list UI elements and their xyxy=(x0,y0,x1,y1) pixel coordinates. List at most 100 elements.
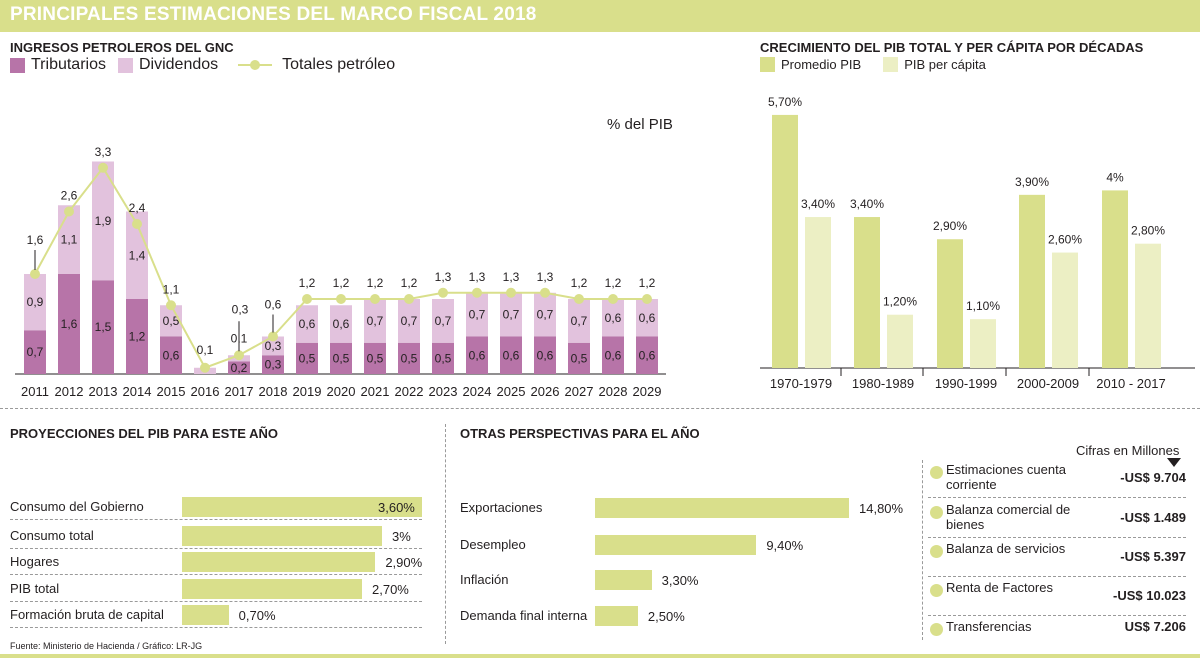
label-totales-2027: 1,2 xyxy=(571,276,588,290)
label-dividendos-2020: 0,6 xyxy=(333,317,350,331)
bullet-icon xyxy=(930,545,943,558)
bar-tributarios-2017 xyxy=(228,361,250,374)
bar-dividendos-2026 xyxy=(534,292,556,337)
tick-label-2013: 2013 xyxy=(89,384,118,399)
label-tributarios-2017: 0,2 xyxy=(231,361,248,375)
label-dividendos-2023: 0,7 xyxy=(435,314,452,328)
chart2-pib-decadas: 5,70% 3,40% 1970-1979 3,40% 1,20% 1980-1989 2,… xyxy=(760,95,1195,391)
table-separator xyxy=(928,537,1186,538)
label-tributarios-2021: 0,5 xyxy=(367,351,384,365)
bar-tributarios-2028 xyxy=(602,336,624,374)
label-totales-2011: 1,6 xyxy=(27,233,44,247)
row-separator xyxy=(10,548,422,549)
tick-label-2023: 2023 xyxy=(429,384,458,399)
label-pib-per-capita-2010 - 2017: 2,80% xyxy=(1131,224,1165,238)
bar-promedio-pib-2000-2009 xyxy=(1019,194,1045,368)
row-separator xyxy=(10,574,422,575)
point-totales-2012 xyxy=(64,206,74,217)
tick-label-2000-2009: 2000-2009 xyxy=(1017,376,1079,391)
point-totales-2023 xyxy=(438,287,448,298)
bar-tributarios-2023 xyxy=(432,342,454,374)
chart1-petroleo: 0,7 0,9 2011 1,6 1,1 2012 1,5 1,9 2013 1,2 1,4 2014… xyxy=(15,145,666,399)
legend-line-marker xyxy=(238,60,273,70)
row-label-exportaciones: Exportaciones xyxy=(460,500,543,515)
label-dividendos-2027: 0,7 xyxy=(571,314,588,328)
bar-dividendos-2011 xyxy=(24,274,46,331)
legend-label-tributarios: Tributarios xyxy=(31,56,106,73)
bar-consumo-total xyxy=(182,526,382,546)
bar-tributarios-2026 xyxy=(534,336,556,374)
label-dividendos-2019: 0,6 xyxy=(299,317,316,331)
bullet-icon xyxy=(930,506,943,519)
table-title: Cifras en Millones xyxy=(1076,443,1180,458)
tick-label-1980-1989: 1980-1989 xyxy=(852,376,914,391)
bullet-icon xyxy=(930,584,943,597)
source-note: Fuente: Ministerio de Hacienda / Gráfico… xyxy=(10,641,203,651)
point-totales-2026 xyxy=(540,287,550,298)
tick-label-2028: 2028 xyxy=(599,384,628,399)
label-totales-2029: 1,2 xyxy=(639,276,656,290)
bar-tributarios-2015 xyxy=(160,336,182,374)
bar-tributarios-2019 xyxy=(296,342,318,374)
table-separator xyxy=(928,615,1186,616)
label-pib-per-capita-1990-1999: 1,10% xyxy=(966,299,1000,313)
bullet-icon xyxy=(930,623,943,636)
point-totales-2020 xyxy=(336,294,346,304)
legend-swatch-dividendos xyxy=(117,57,133,73)
bar-tributarios-2029 xyxy=(636,336,658,374)
row-label-inflaci-n: Inflación xyxy=(460,572,509,587)
tick-label-2021: 2021 xyxy=(361,384,390,399)
table-left-divider xyxy=(922,460,923,640)
label-tributarios-2019: 0,5 xyxy=(299,351,316,365)
vertical-divider xyxy=(445,424,446,644)
label-tributarios-2018: 0,3 xyxy=(265,358,282,372)
legend-swatch-pib-per-capita xyxy=(883,57,899,72)
bar-dividendos-2027 xyxy=(568,299,590,343)
bar-dividendos-2015 xyxy=(160,305,182,337)
label-totales-2014: 2,4 xyxy=(129,201,146,215)
label-tributarios-2013: 1,5 xyxy=(95,320,112,334)
point-totales-2025 xyxy=(506,287,516,298)
tick-label-2020: 2020 xyxy=(327,384,356,399)
label-totales-2025: 1,3 xyxy=(503,270,520,284)
bar-exportaciones xyxy=(595,498,849,518)
bar-inflaci-n xyxy=(595,570,652,590)
bar-promedio-pib-2010 - 2017 xyxy=(1102,190,1128,368)
point-totales-2029 xyxy=(642,294,652,304)
label-totales-2024: 1,3 xyxy=(469,270,486,284)
label-dividendos-2024: 0,7 xyxy=(469,308,486,322)
label-dividendos-2025: 0,7 xyxy=(503,308,520,322)
point-totales-2019 xyxy=(302,294,312,304)
tick-label-2024: 2024 xyxy=(463,384,492,399)
bar-pib-per-capita-2000-2009 xyxy=(1052,252,1078,368)
value-consumo-del-gobierno: 3,60% xyxy=(378,500,415,515)
label-tributarios-2022: 0,5 xyxy=(401,351,418,365)
row-label-demanda-final-interna: Demanda final interna xyxy=(460,608,588,623)
row-label-formaci-n-bruta-de-capital: Formación bruta de capital xyxy=(10,607,164,622)
table-row-label: Transferencias xyxy=(946,619,1032,634)
table-row-label: Renta de Factores xyxy=(946,580,1053,595)
chart1-title: INGRESOS PETROLEROS DEL GNC xyxy=(10,40,234,55)
point-totales-2024 xyxy=(472,287,482,298)
row-label-consumo-total: Consumo total xyxy=(10,528,94,543)
table-row: Renta de Factores -US$ 10.023 xyxy=(928,580,1186,616)
label-pib-per-capita-1970-1979: 3,40% xyxy=(801,197,835,211)
value-demanda-final-interna: 2,50% xyxy=(647,609,685,624)
bar-demanda-final-interna xyxy=(595,606,638,626)
table-row: Transferencias US$ 7.206 xyxy=(928,619,1186,655)
value-inflaci-n: 3,30% xyxy=(661,573,699,588)
label-totales-2017: 0,3 xyxy=(232,302,249,316)
label-totales-2015: 1,1 xyxy=(163,282,180,296)
bullet-icon xyxy=(930,466,943,479)
tick-label-2017: 2017 xyxy=(225,384,254,399)
label-dividendos-2021: 0,7 xyxy=(367,314,384,328)
chart1-legend: Tributarios Dividendos Totales petróleo xyxy=(10,56,395,74)
bar-dividendos-2021 xyxy=(364,299,386,343)
label-pib-per-capita-2000-2009: 2,60% xyxy=(1048,233,1082,247)
label-pib-per-capita-1980-1989: 1,20% xyxy=(883,295,917,309)
bar-tributarios-2012 xyxy=(58,274,80,374)
label-dividendos-2028: 0,6 xyxy=(605,311,622,325)
legend-swatch-tributarios xyxy=(10,57,25,73)
bar-promedio-pib-1970-1979 xyxy=(772,114,798,368)
tick-label-2022: 2022 xyxy=(395,384,424,399)
